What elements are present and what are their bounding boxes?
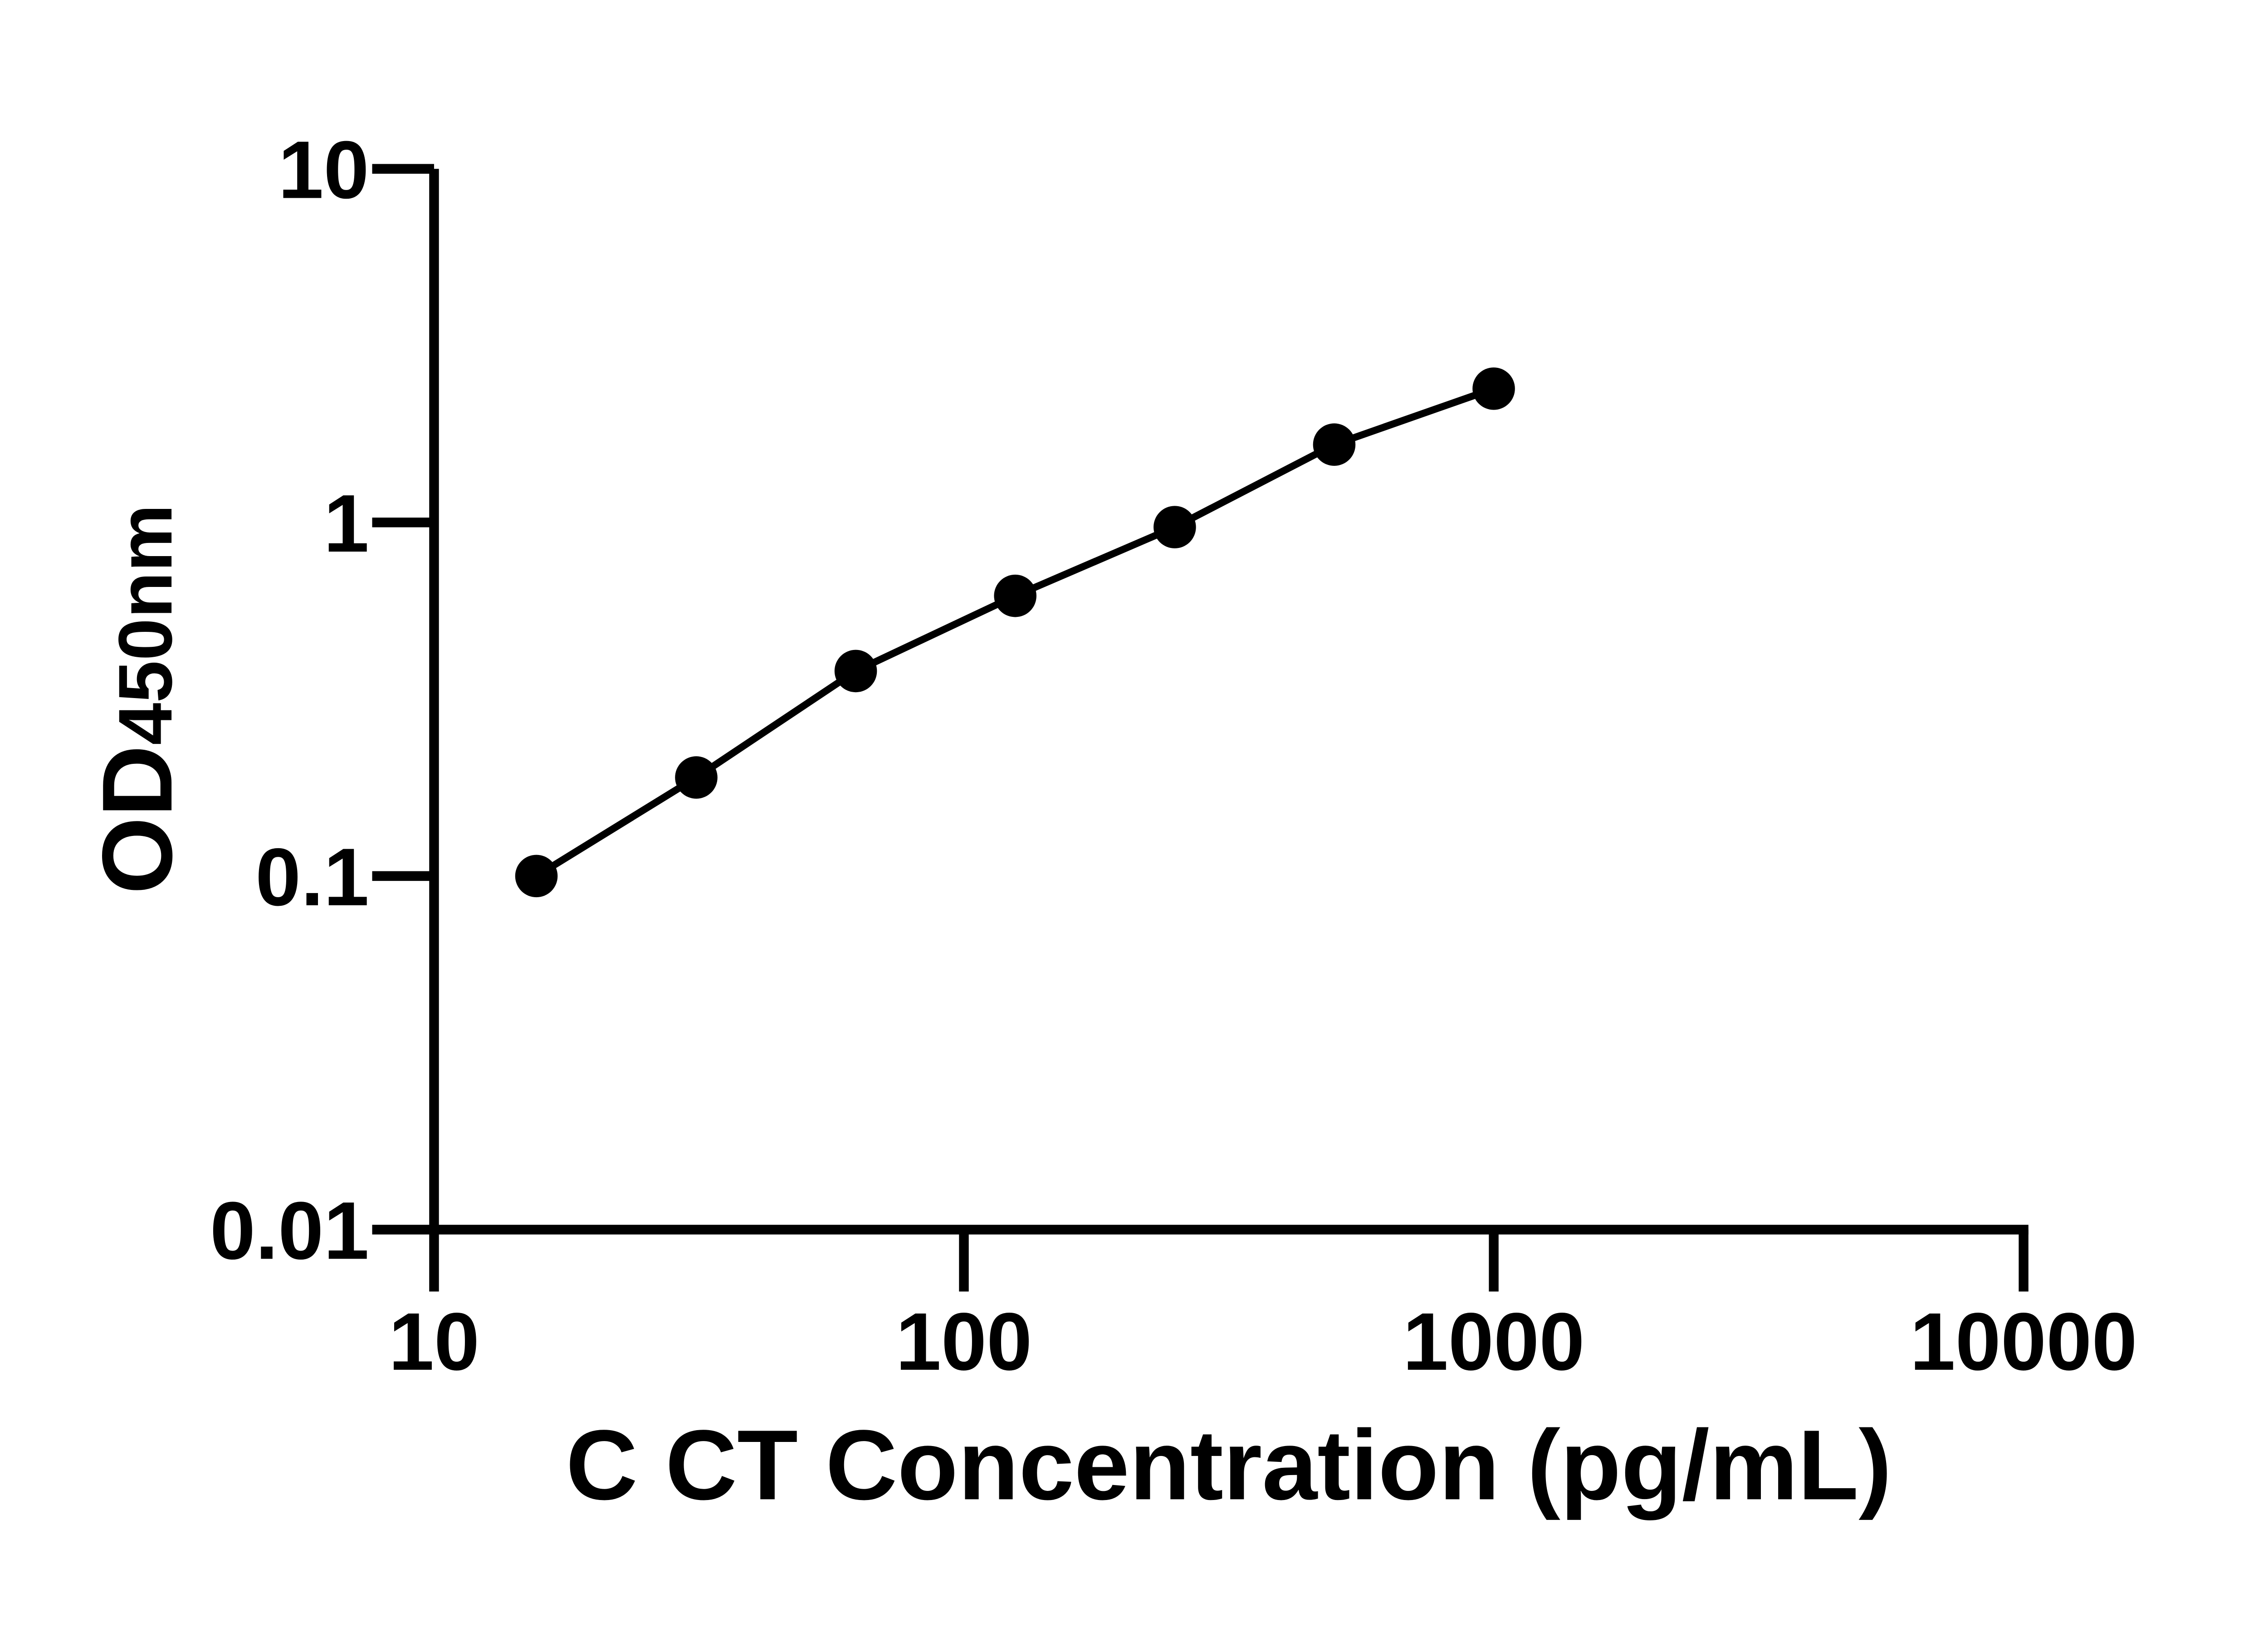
curve-line <box>533 385 1497 880</box>
axes <box>429 169 2028 1235</box>
data-points <box>515 367 1515 898</box>
data-point-marker <box>1472 367 1515 410</box>
data-point-marker <box>1313 423 1356 466</box>
y-axis-title: OD450nm <box>82 504 193 894</box>
x-tick-label: 10000 <box>1910 1296 2137 1388</box>
y-tick-label: 0.1 <box>255 832 369 923</box>
data-point-marker <box>515 855 558 898</box>
y-tick-label: 0.01 <box>210 1185 369 1276</box>
ticks <box>372 164 2028 1292</box>
y-axis-title-main: OD <box>82 745 193 894</box>
x-tick-label: 1000 <box>1403 1296 1585 1388</box>
x-tick-label: 10 <box>389 1296 480 1388</box>
curve <box>533 385 1497 880</box>
data-point-marker <box>994 574 1036 617</box>
data-point-marker <box>834 650 877 693</box>
data-point-marker <box>675 756 718 799</box>
x-tick-label: 100 <box>896 1296 1032 1388</box>
y-tick-label: 1 <box>323 478 369 569</box>
y-tick-label: 10 <box>278 125 369 216</box>
y-axis-title-sub: 450nm <box>103 504 188 745</box>
data-point-marker <box>1154 506 1196 548</box>
x-axis-title: C CT Concentration (pg/mL) <box>566 1410 1892 1520</box>
